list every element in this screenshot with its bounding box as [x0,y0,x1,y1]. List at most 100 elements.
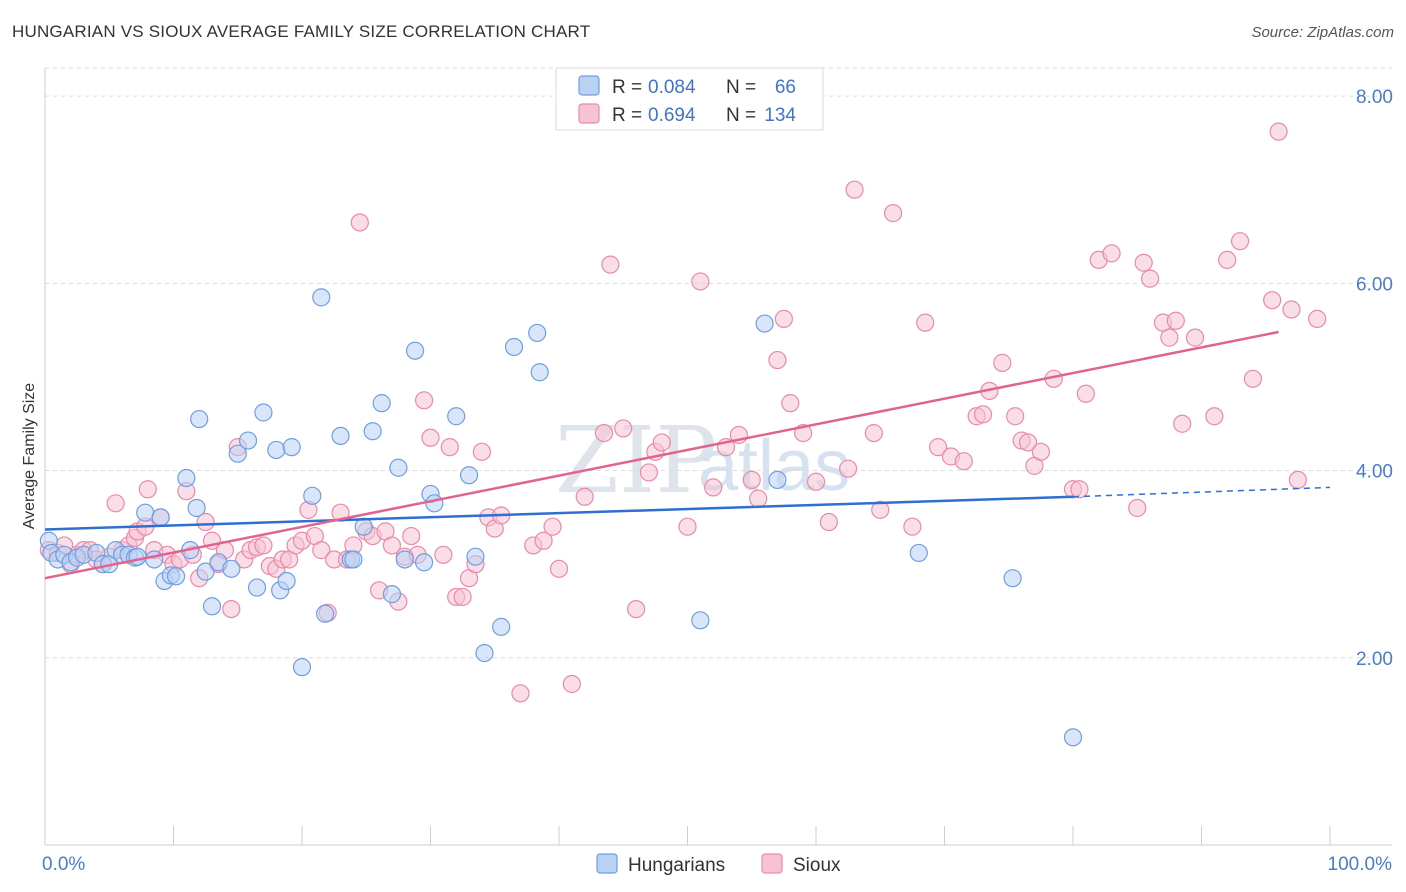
chart-source: Source: ZipAtlas.com [1251,24,1394,41]
sioux-point [1218,250,1237,270]
sioux-point [916,313,935,332]
sioux-point [511,684,530,703]
sioux-point [312,541,331,560]
sioux-point [1173,414,1192,433]
stats-swatch-sioux [578,103,600,124]
hungarians-trend-line [44,495,1074,531]
sioux-point [421,428,440,447]
hungarian-point [382,585,402,604]
stats-r-value-sioux: 0.694 [648,105,696,126]
sioux-point [704,478,723,497]
sioux-point [973,405,993,424]
hungarian-point [1003,569,1022,588]
sioux-point [196,512,215,532]
sioux-point [1308,309,1327,328]
sioux-point [678,517,697,536]
hungarian-point [389,458,408,477]
hungarian-point [528,323,547,343]
stats-legend-box [555,67,824,131]
hungarian-point [425,494,444,513]
hungarian-point [414,553,434,572]
sioux-point [1128,498,1147,518]
y-tick-label: 8.00 [1356,87,1393,108]
sioux-point [864,423,883,443]
sioux-point [691,272,710,291]
sioux-point [1031,442,1050,461]
sioux-point [575,487,594,506]
sioux-trend-line [44,330,1279,580]
sioux-point [1160,328,1179,347]
stats-n-value-hungarians: 66 [775,77,796,98]
sioux-point [768,350,787,370]
series-legend: Hungarians Sioux [596,853,841,876]
sioux-point [1018,433,1038,452]
legend-label-sioux: Sioux [793,855,841,876]
sioux-point [453,587,472,607]
stats-r-label-sioux: R = [612,105,642,126]
sioux-point [749,489,768,508]
sioux-point [594,423,614,443]
hungarian-point [202,597,222,616]
hungarian-point [492,617,511,636]
sioux-point [614,419,633,438]
x-ticks [173,826,1331,845]
sioux-point [1243,369,1263,388]
hungarian-point [1063,728,1083,747]
sioux-point [1140,269,1160,288]
chart-title: HUNGARIAN VS SIOUX AVERAGE FAMILY SIZE C… [12,22,591,41]
sioux-point [549,559,569,578]
hungarian-point [331,426,350,446]
stats-n-value-sioux: 134 [764,105,796,126]
hungarian-point [166,567,186,586]
hungarian-point [405,341,425,360]
x-tick-label-0: 0.0% [42,854,85,875]
legend-swatch-hungarians [596,853,618,874]
sioux-point [819,512,838,532]
sioux-point [414,391,434,410]
hungarian-point [344,550,363,569]
sioux-point [1185,328,1205,347]
hungarian-point [267,440,286,460]
x-tick-label-100: 100.0% [1328,854,1393,875]
hungarian-point [187,498,206,518]
sioux-point [1205,407,1224,426]
gridlines [45,67,1392,659]
sioux-point [222,599,241,619]
hungarian-point [691,611,710,630]
stats-swatch-hungarians [578,75,600,96]
sioux-point [402,526,421,546]
hungarian-point [372,394,391,413]
sioux-point [781,394,800,413]
sioux-point [883,204,903,223]
sioux-point [1166,311,1185,330]
sioux-point [1006,407,1025,426]
hungarian-point [303,486,322,505]
trend-lines [44,330,1331,580]
sioux-point [1102,244,1121,263]
sioux-point [839,459,858,478]
watermark-atlas: atlas [698,426,850,506]
sioux-point [472,442,491,461]
y-tick-label: 2.00 [1356,649,1393,670]
sioux-point [440,438,459,457]
hungarian-point [145,550,164,569]
hungarian-point [755,314,774,333]
hungarian-point [909,543,928,563]
hungarian-point [282,438,301,457]
y-tick-label: 4.00 [1356,462,1393,483]
sioux-point [1288,470,1307,490]
hungarian-point [316,604,335,623]
hungarian-point [196,562,215,581]
stats-r-value-hungarians: 0.084 [648,77,696,98]
hungarian-point [504,337,524,357]
hungarians-trend-extension [1072,486,1331,498]
hungarian-point [222,559,241,578]
series-sioux-points [39,122,1327,703]
sioux-point [1263,291,1282,310]
sioux-point [543,517,562,536]
sioux-point [626,599,646,619]
sioux-point [742,470,761,490]
hungarian-point [190,409,209,429]
hungarian-point [277,571,296,591]
